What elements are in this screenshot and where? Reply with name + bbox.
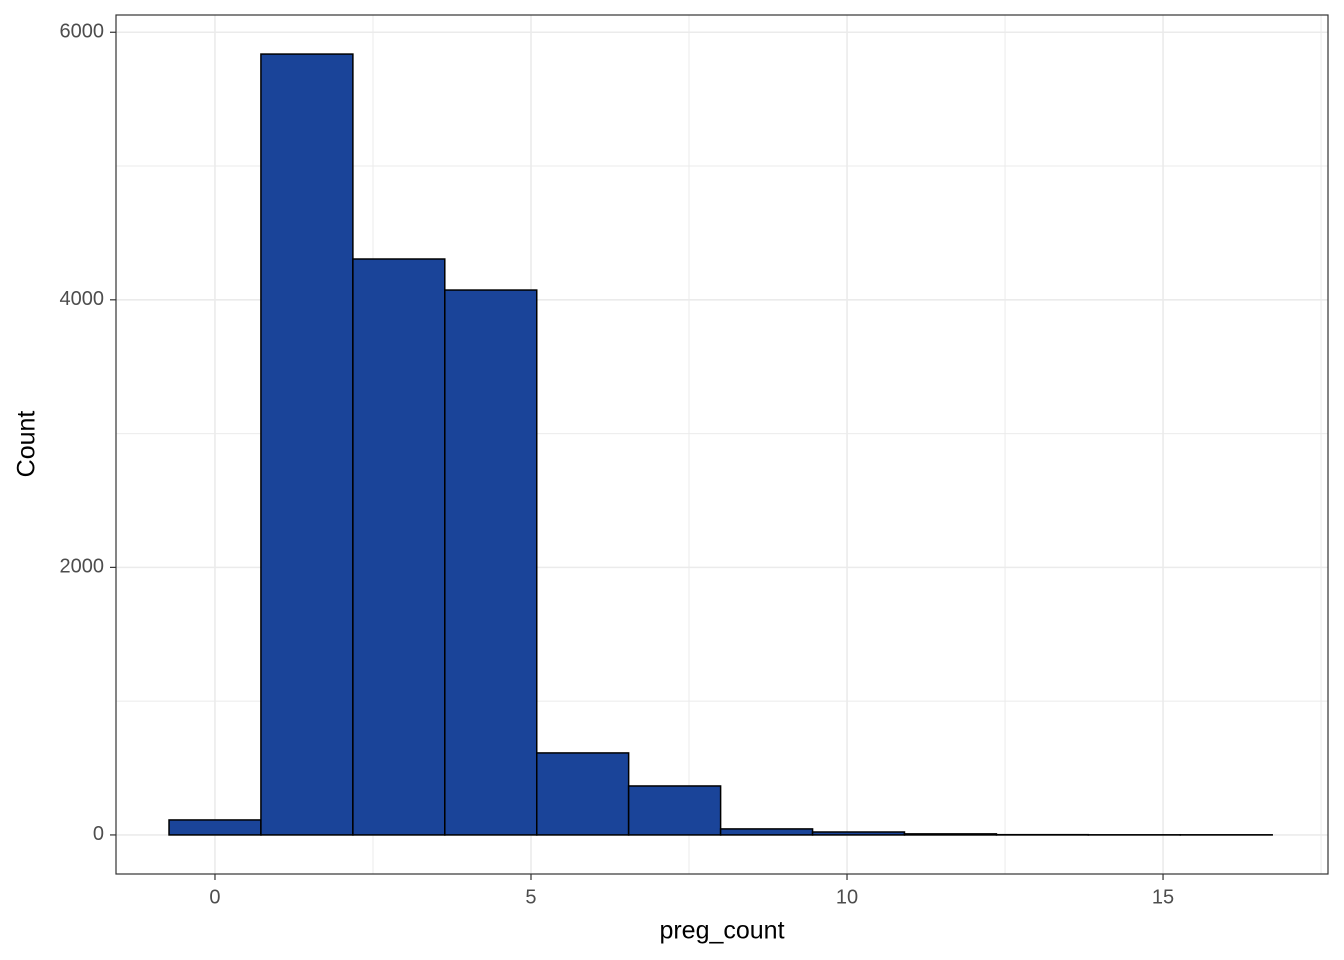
bar (260, 53, 354, 836)
bar (168, 819, 262, 836)
x-tick-label: 10 (836, 886, 858, 908)
bar (903, 833, 998, 836)
y-tick-label: 6000 (60, 21, 105, 43)
x-tick-label: 5 (525, 886, 536, 908)
bar (811, 831, 906, 836)
y-tick-label: 4000 (60, 288, 105, 310)
bar (352, 258, 446, 836)
bar (444, 289, 538, 836)
y-tick-label: 2000 (60, 556, 105, 578)
x-axis-title: preg_count (659, 917, 784, 945)
y-tick-label: 0 (93, 823, 104, 845)
panel-border (115, 14, 1329, 875)
x-tick-label: 15 (1152, 886, 1174, 908)
bar (535, 752, 630, 836)
bar (719, 828, 814, 836)
x-tick-label: 0 (209, 886, 220, 908)
bar (627, 785, 722, 836)
y-axis-title: Count (13, 411, 41, 478)
